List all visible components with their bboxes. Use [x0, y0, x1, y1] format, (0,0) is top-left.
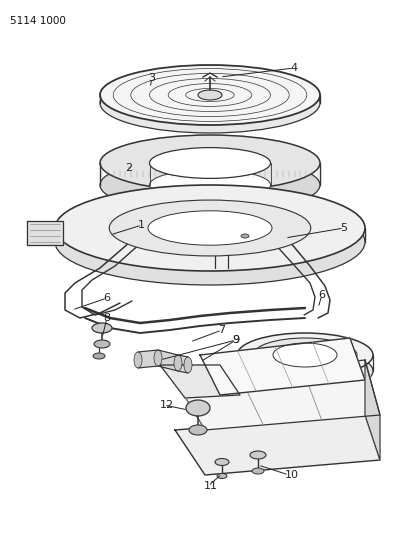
Ellipse shape [252, 468, 264, 474]
Ellipse shape [250, 451, 266, 459]
Ellipse shape [100, 157, 320, 213]
Ellipse shape [237, 333, 373, 377]
Ellipse shape [55, 185, 365, 271]
Ellipse shape [241, 234, 249, 238]
Ellipse shape [149, 148, 271, 179]
Ellipse shape [237, 349, 373, 393]
Polygon shape [158, 350, 178, 371]
Text: 2: 2 [125, 163, 132, 173]
Ellipse shape [253, 338, 357, 372]
Polygon shape [178, 355, 188, 373]
Polygon shape [138, 350, 158, 368]
Ellipse shape [55, 199, 365, 285]
Text: 10: 10 [285, 470, 299, 480]
Text: 4: 4 [290, 63, 297, 73]
Text: 3: 3 [148, 73, 155, 83]
Ellipse shape [148, 211, 272, 245]
Text: 6: 6 [103, 293, 110, 303]
Ellipse shape [154, 350, 162, 366]
Text: 12: 12 [160, 400, 174, 410]
Ellipse shape [184, 357, 192, 373]
Ellipse shape [94, 340, 110, 348]
Polygon shape [175, 415, 380, 475]
Ellipse shape [100, 65, 320, 125]
Text: 9: 9 [232, 335, 239, 345]
Text: 5114 1000: 5114 1000 [10, 16, 66, 26]
Polygon shape [27, 221, 63, 245]
Ellipse shape [174, 355, 182, 371]
Text: 9: 9 [232, 335, 239, 345]
Ellipse shape [217, 473, 227, 479]
Polygon shape [175, 360, 380, 430]
Polygon shape [200, 338, 365, 395]
Ellipse shape [215, 458, 229, 465]
Polygon shape [160, 365, 240, 398]
Ellipse shape [189, 425, 207, 435]
Polygon shape [365, 360, 380, 460]
Text: 11: 11 [204, 481, 218, 491]
Text: 6: 6 [318, 290, 325, 300]
Ellipse shape [109, 200, 311, 256]
Ellipse shape [149, 169, 271, 200]
Text: 1: 1 [138, 220, 145, 230]
Ellipse shape [93, 353, 105, 359]
Ellipse shape [100, 135, 320, 191]
Ellipse shape [92, 323, 112, 333]
Text: 8: 8 [103, 313, 110, 323]
Ellipse shape [273, 343, 337, 367]
Text: 5: 5 [340, 223, 347, 233]
Text: 7: 7 [218, 325, 225, 335]
Ellipse shape [100, 73, 320, 133]
Ellipse shape [186, 400, 210, 416]
Ellipse shape [198, 90, 222, 100]
Ellipse shape [134, 352, 142, 368]
